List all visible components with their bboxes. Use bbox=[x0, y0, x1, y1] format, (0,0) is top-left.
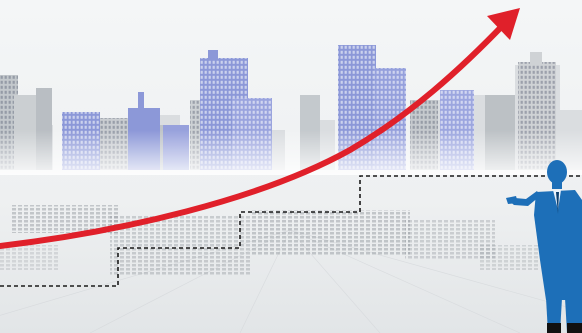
growth-arrow-icon bbox=[0, 8, 520, 249]
skyline-haze bbox=[0, 130, 582, 175]
growth-steps-line bbox=[0, 175, 582, 287]
businessman-shoes bbox=[547, 323, 582, 333]
city-reflection bbox=[0, 205, 540, 275]
